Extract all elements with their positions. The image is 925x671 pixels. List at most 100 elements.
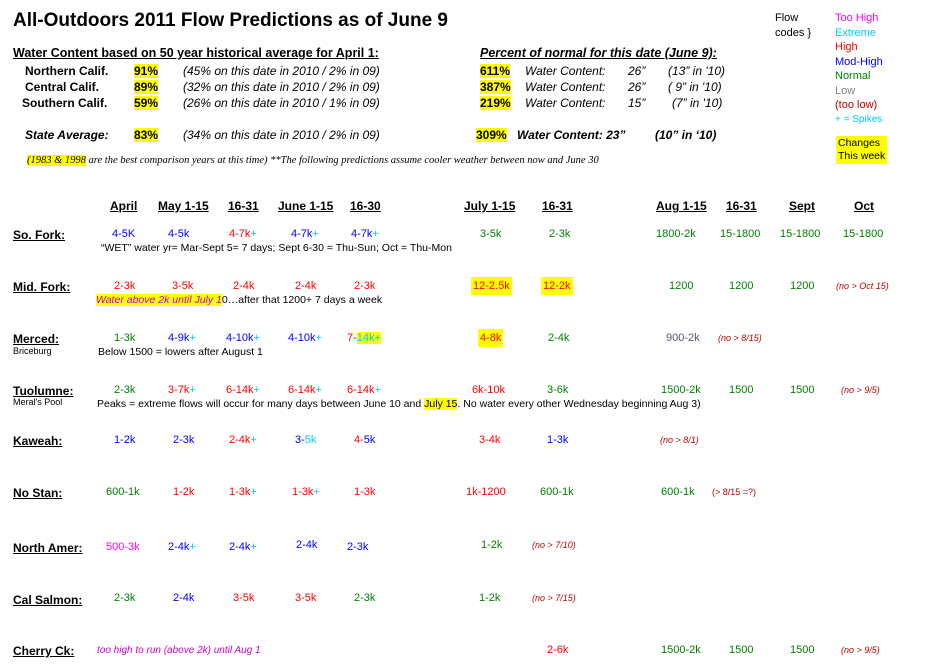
region-central: Central Calif. [25,80,100,94]
legend-too-high: Too High [835,12,879,24]
cell: 2-3k [347,541,369,553]
col-july-1-15: July 1-15 [464,199,516,213]
river-merced: Merced: [13,332,60,346]
legend-too-low: (too low) [835,99,878,111]
river-tuolumne: Tuolumne: [13,384,74,398]
legend-high: High [835,41,858,53]
col-april: April [110,199,138,213]
cell: 4-5k [168,228,190,240]
cell: 4-5K [112,228,136,240]
cell: 3-7k+ [168,384,196,396]
pct-southern: 59% [134,96,159,110]
cell: 3-5k [480,228,502,240]
river-sub: Briceburg [13,346,52,356]
cell: 3-5k [295,592,317,604]
cell: 2-4k [233,280,255,292]
cell: 1-2k [173,486,195,498]
water-content-heading: Water Content based on 50 year historica… [13,46,379,60]
cell: 4-10k+ [226,332,260,344]
col-may-16-31: 16-31 [228,199,259,213]
footnote-text: are the best comparison years at this ti… [85,155,599,166]
cell: 2-4k+ [168,541,196,553]
cell: 1-2k [114,434,136,446]
cell: 3-5k [295,434,317,446]
footnote: (1983 & 1998 are the best comparison yea… [27,155,599,166]
cell: 1-3k+ [229,486,257,498]
cell: 1500 [729,384,754,396]
legend-normal: Normal [835,70,871,82]
cell: 4-7k+ [351,228,379,240]
cell: 3-5k [233,592,255,604]
cell: 1-3k+ [292,486,320,498]
pn-value-2: 15” [628,96,646,110]
col-june-16-30: 16-30 [350,199,381,213]
cell: (no > 9/5) [841,385,880,395]
river-note: too high to run (above 2k) until Aug 1 [97,645,261,656]
pn-value-0: 26” [628,64,646,78]
cell: (no > 8/15) [718,333,762,343]
state-average-note: (34% on this date in 2010 / 2% in 09) [183,128,380,142]
pn-pct-0: 611% [480,64,511,78]
region-northern: Northern Calif. [25,64,109,78]
cell: 900-2k [666,332,700,344]
col-oct: Oct [854,199,875,213]
region-southern: Southern Calif. [22,96,108,110]
state-average-label: State Average: [25,128,109,142]
state-average-pct: 83% [134,128,159,142]
note-northern: (45% on this date in 2010 / 2% in 09) [183,64,380,78]
cell: 1-3k [114,332,136,344]
cell: (no > 8/1) [660,435,699,445]
cell: 4-7k+ [291,228,319,240]
legend-spikes: + = Spikes [835,113,883,125]
cell: (no > 7/10) [532,540,576,550]
cell: 4-9k+ [168,332,196,344]
pn-prev-0: (13” in '10) [668,64,725,78]
cell: 2-6k [547,644,569,656]
pn-label-2: Water Content: [525,96,606,110]
cell: 4-8k [478,329,504,347]
cell: 3-4k [479,434,501,446]
river-cherry-ck: Cherry Ck: [13,644,75,658]
cell: 7-14k+ [347,332,381,344]
pn-state-pct: 309% [476,128,507,142]
cell: 1200 [729,280,754,292]
pn-label-1: Water Content: [525,80,606,94]
cell: 1500-2k [661,644,701,656]
col-july-16-31: 16-31 [542,199,573,213]
legend-mod-high: Mod-High [835,55,883,68]
col-june-1-15: June 1-15 [278,199,334,213]
cell: 4-7k+ [229,228,257,240]
legend-extreme: Extreme [835,26,876,39]
river-kaweah: Kaweah: [13,434,63,448]
cell: 4-10k+ [288,332,322,344]
river-sub: Meral's Pool [13,397,63,407]
cell: 6k-10k [472,384,506,396]
pn-label-0: Water Content: [525,64,606,78]
pn-prev-2: (7” in '10) [672,96,723,110]
cell: 2-3k [114,280,136,292]
cell: 2-4k [295,280,317,292]
pn-state-label: Water Content: 23” [517,128,626,142]
cell: 12-2.5k [471,277,512,295]
cell: 2-3k [549,228,571,240]
col-may-1-15: May 1-15 [158,199,209,213]
cell: 1200 [669,280,694,292]
cell: 600-1k [540,486,574,498]
percent-normal-heading: Percent of normal for this date (June 9)… [480,46,717,60]
cell: 1k-1200 [466,486,506,498]
cell: (> 8/15 =?) [712,487,757,497]
cell: (no > 9/5) [841,645,880,655]
legend-low: Low [835,84,856,97]
cell: 1500 [790,384,815,396]
cell: 4-5k [354,434,376,446]
cell: 1-2k [479,592,501,604]
cell: 12-2k [541,277,573,295]
cell: 2-3k [354,592,376,604]
river-mid-fork: Mid. Fork: [13,280,71,294]
cell: 500-3k [106,541,140,553]
cell: 600-1k [661,486,695,498]
cell: 1500 [790,644,815,656]
river-so-fork: So. Fork: [13,228,66,242]
note-southern: (26% on this date in 2010 / 1% in 09) [183,96,380,110]
cell: 600-1k [106,486,140,498]
